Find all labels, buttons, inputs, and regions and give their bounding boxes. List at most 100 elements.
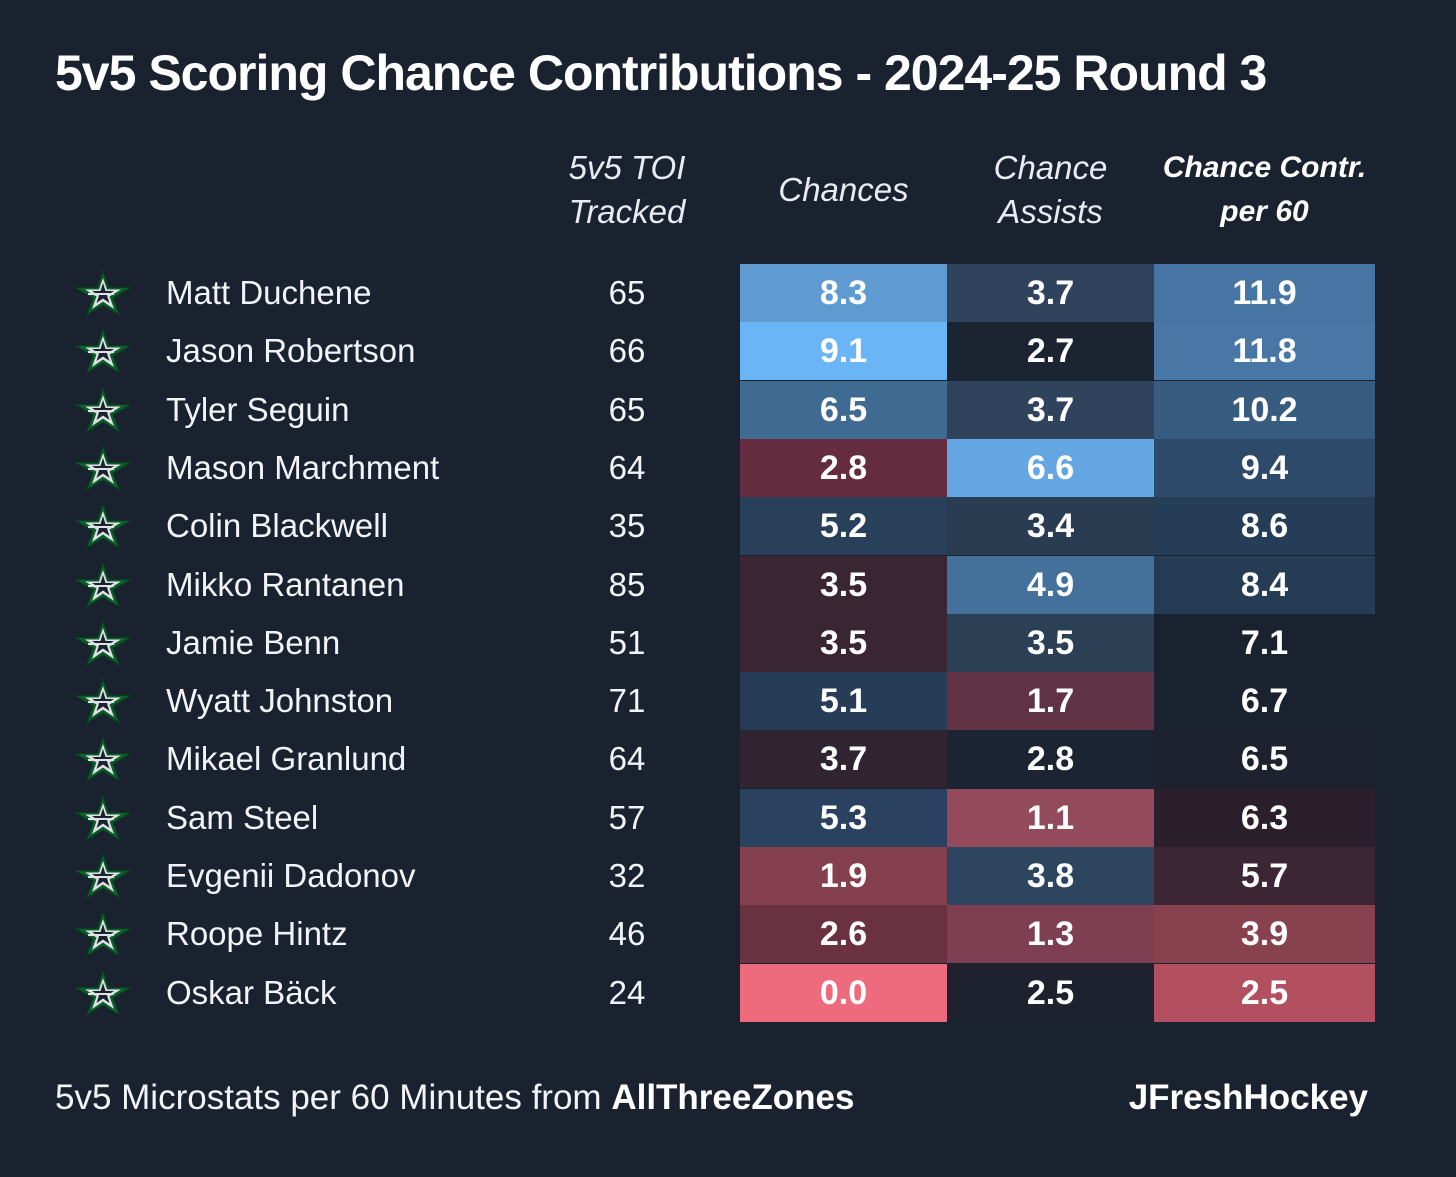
footer-credit: JFreshHockey	[1128, 1078, 1368, 1117]
chance-contr-cell: 10.2	[1154, 380, 1375, 439]
dallas-stars-star-icon	[73, 619, 133, 666]
dallas-stars-star-icon	[73, 910, 133, 958]
chance-contr-cell: 11.8	[1154, 322, 1375, 381]
chance-assists-cell: 3.5	[947, 613, 1154, 672]
chance-contr-cell: 8.6	[1154, 497, 1375, 556]
toi-value: 64	[608, 448, 646, 486]
table-row: Mikko Rantanen 85 3.5 4.9 8.4	[0, 555, 1456, 614]
chances-cell: 5.3	[740, 788, 947, 847]
player-name: Mikael Granlund	[166, 740, 407, 778]
toi-value: 65	[608, 274, 646, 311]
header-toi-line1: 5v5 TOI	[568, 149, 686, 186]
chance-assists-cell: 3.8	[947, 847, 1154, 905]
toi-value: 65	[608, 390, 646, 428]
toi-value: 35	[608, 507, 646, 545]
chances-cell: 9.1	[740, 322, 947, 381]
header-assists: Chance Assists	[947, 140, 1154, 240]
header-toi-line2: Tracked	[568, 193, 686, 230]
toi-value: 46	[608, 915, 646, 953]
chance-assists-cell: 3.4	[947, 497, 1154, 556]
player-name: Roope Hintz	[166, 915, 348, 953]
chance-assists-cell: 1.3	[947, 905, 1154, 964]
table-row: Tyler Seguin 65 6.5 3.7 10.2	[0, 380, 1456, 439]
table-row: Evgenii Dadonov 32 1.9 3.8 5.7	[0, 847, 1456, 905]
dallas-stars-star-icon	[73, 735, 133, 783]
chance-contr-cell: 6.5	[1154, 730, 1375, 789]
chances-cell: 3.5	[740, 613, 947, 672]
table-row: Roope Hintz 46 2.6 1.3 3.9	[0, 905, 1456, 964]
table-row: Mikael Granlund 64 3.7 2.8 6.5	[0, 730, 1456, 789]
dallas-stars-star-icon	[73, 794, 133, 841]
player-name: Evgenii Dadonov	[166, 857, 416, 894]
chance-contr-cell: 8.4	[1154, 555, 1375, 614]
player-name: Colin Blackwell	[166, 507, 388, 545]
toi-value: 57	[608, 798, 646, 836]
chances-cell: 5.1	[740, 672, 947, 731]
table-row: Jamie Benn 51 3.5 3.5 7.1	[0, 613, 1456, 672]
dallas-stars-star-icon	[73, 852, 133, 900]
chance-assists-cell: 1.1	[947, 788, 1154, 847]
player-name: Tyler Seguin	[166, 390, 350, 428]
toi-value: 51	[608, 623, 646, 661]
chances-cell: 3.5	[740, 555, 947, 614]
table-row: Oskar Bäck 24 0.0 2.5 2.5	[0, 963, 1456, 1022]
chances-cell: 2.6	[740, 905, 947, 964]
dallas-stars-star-icon	[73, 327, 133, 375]
player-name: Mikko Rantanen	[166, 565, 405, 603]
chance-contr-cell: 6.3	[1154, 788, 1375, 847]
chances-cell: 5.2	[740, 497, 947, 556]
toi-value: 32	[608, 857, 646, 894]
dallas-stars-star-icon	[73, 677, 133, 725]
header-assists-line2: Assists	[998, 193, 1103, 230]
dallas-stars-star-icon	[73, 444, 133, 492]
player-name: Matt Duchene	[166, 274, 372, 311]
footer-source-prefix: 5v5 Microstats per 60 Minutes from	[55, 1078, 612, 1117]
dallas-stars-star-icon	[73, 560, 133, 608]
dallas-stars-star-icon	[73, 969, 133, 1016]
chance-assists-cell: 3.7	[947, 380, 1154, 439]
table-row: Mason Marchment 64 2.8 6.6 9.4	[0, 438, 1456, 497]
player-name: Jamie Benn	[166, 623, 341, 661]
footer-source: 5v5 Microstats per 60 Minutes from AllTh…	[55, 1074, 854, 1122]
header-assists-line1: Chance	[993, 149, 1108, 186]
header-contr-line1: Chance Contr.	[1162, 151, 1367, 184]
dallas-stars-star-icon	[73, 269, 133, 317]
toi-value: 85	[608, 565, 646, 603]
chance-assists-cell: 2.8	[947, 730, 1154, 789]
chance-assists-cell: 2.5	[947, 963, 1154, 1022]
chart-title: 5v5 Scoring Chance Contributions - 2024-…	[55, 45, 1267, 101]
dallas-stars-star-icon	[73, 386, 133, 433]
header-chances: Chances	[740, 140, 947, 240]
header-toi: 5v5 TOI Tracked	[560, 140, 694, 240]
chance-contr-cell: 5.7	[1154, 847, 1375, 905]
chances-cell: 6.5	[740, 380, 947, 439]
chance-contr-cell: 11.9	[1154, 264, 1375, 322]
chance-contr-cell: 3.9	[1154, 905, 1375, 964]
chances-cell: 8.3	[740, 264, 947, 322]
chance-contr-cell: 7.1	[1154, 613, 1375, 672]
header-chances-line1: Chances	[778, 171, 909, 208]
table-row: Jason Robertson 66 9.1 2.7 11.8	[0, 322, 1456, 381]
player-name: Oskar Bäck	[166, 973, 337, 1011]
footer-source-name: AllThreeZones	[611, 1078, 855, 1117]
chance-assists-cell: 2.7	[947, 322, 1154, 381]
chance-assists-cell: 4.9	[947, 555, 1154, 614]
chance-assists-cell: 6.6	[947, 438, 1154, 497]
chances-cell: 1.9	[740, 847, 947, 905]
chance-assists-cell: 1.7	[947, 672, 1154, 731]
toi-value: 64	[608, 740, 646, 778]
player-name: Jason Robertson	[166, 332, 416, 370]
table-row: Matt Duchene 65 8.3 3.7 11.9	[0, 264, 1456, 322]
chance-contr-cell: 6.7	[1154, 672, 1375, 731]
toi-value: 71	[608, 682, 646, 720]
header-contr: Chance Contr. per 60	[1154, 140, 1375, 240]
toi-value: 24	[608, 973, 646, 1011]
chances-cell: 3.7	[740, 730, 947, 789]
chance-contr-cell: 9.4	[1154, 438, 1375, 497]
chances-cell: 0.0	[740, 963, 947, 1022]
chance-contr-cell: 2.5	[1154, 963, 1375, 1022]
player-name: Wyatt Johnston	[166, 682, 394, 720]
player-name: Mason Marchment	[166, 448, 440, 486]
toi-value: 66	[608, 332, 646, 370]
table-row: Wyatt Johnston 71 5.1 1.7 6.7	[0, 672, 1456, 731]
